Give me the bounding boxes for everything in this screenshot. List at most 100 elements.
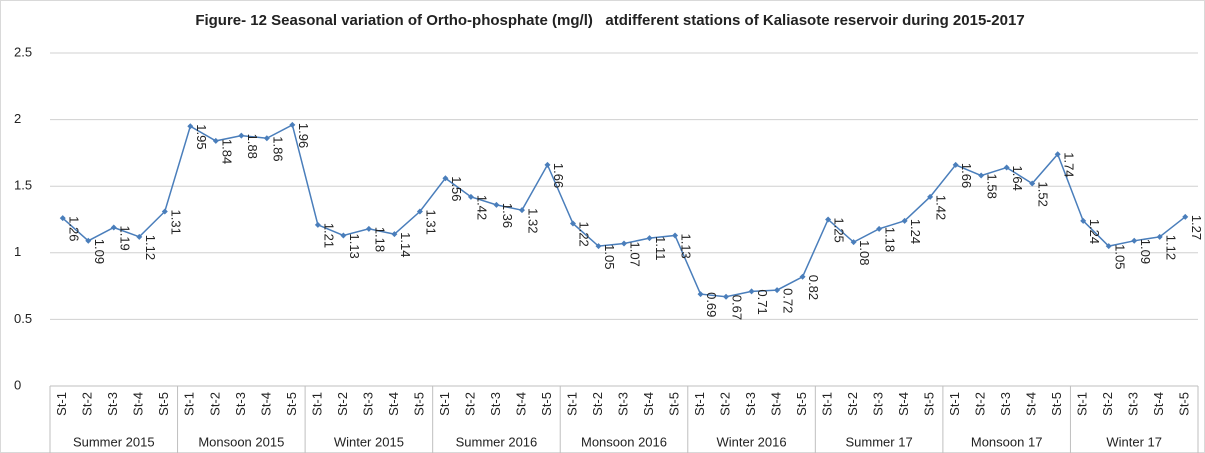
- marker: [1182, 213, 1189, 220]
- y-tick-label: 0: [14, 377, 21, 392]
- x-tick-label: St-2: [845, 392, 860, 416]
- marker: [136, 233, 143, 240]
- data-label: 1.18: [372, 227, 387, 252]
- data-label: 0.67: [730, 295, 745, 320]
- marker: [187, 123, 194, 130]
- data-label: 1.52: [1036, 182, 1051, 207]
- x-tick-label: St-5: [156, 392, 171, 416]
- group-label: Monsoon 2015: [198, 434, 284, 449]
- x-tick-label: St-3: [615, 392, 630, 416]
- x-tick-label: St-2: [80, 392, 95, 416]
- marker: [1105, 243, 1112, 250]
- x-tick-label: St-3: [998, 392, 1013, 416]
- y-tick-label: 2: [14, 111, 21, 126]
- x-tick-label: St-3: [360, 392, 375, 416]
- marker: [901, 217, 908, 224]
- data-label: 1.64: [1010, 166, 1025, 191]
- group-label: Winter 2016: [717, 434, 787, 449]
- data-label: 1.25: [832, 218, 847, 243]
- marker: [544, 161, 551, 168]
- marker: [212, 137, 219, 144]
- data-label: 1.09: [1138, 239, 1153, 264]
- data-label: 1.86: [270, 136, 285, 161]
- x-tick-label: St-5: [539, 392, 554, 416]
- group-label: Monsoon 17: [971, 434, 1043, 449]
- marker: [442, 175, 449, 182]
- x-tick-label: St-2: [335, 392, 350, 416]
- x-tick-label: St-2: [590, 392, 605, 416]
- x-tick-label: St-3: [743, 392, 758, 416]
- data-label: 1.42: [934, 195, 949, 220]
- marker: [416, 208, 423, 215]
- marker: [799, 273, 806, 280]
- x-tick-label: St-1: [564, 392, 579, 416]
- x-tick-label: St-4: [1151, 392, 1166, 416]
- data-label: 1.22: [577, 221, 592, 246]
- marker: [850, 239, 857, 246]
- marker: [569, 220, 576, 227]
- data-label: 1.88: [245, 134, 260, 159]
- x-tick-label: St-1: [1075, 392, 1090, 416]
- x-tick-label: St-2: [1100, 392, 1115, 416]
- data-label: 1.95: [194, 124, 209, 149]
- data-label: 1.12: [1163, 235, 1178, 260]
- x-tick-label: St-5: [922, 392, 937, 416]
- x-tick-label: St-3: [105, 392, 120, 416]
- x-tick-label: St-1: [54, 392, 69, 416]
- data-label: 1.21: [321, 223, 336, 248]
- data-label: 1.66: [551, 163, 566, 188]
- group-label: Winter 2015: [334, 434, 404, 449]
- x-tick-label: St-1: [947, 392, 962, 416]
- x-tick-label: St-1: [182, 392, 197, 416]
- marker: [1029, 180, 1036, 187]
- data-label: 1.74: [1061, 152, 1076, 177]
- marker: [518, 207, 525, 214]
- marker: [1054, 151, 1061, 158]
- marker: [748, 288, 755, 295]
- marker: [1131, 237, 1138, 244]
- data-label: 1.26: [66, 216, 81, 241]
- y-tick-label: 0.5: [14, 311, 32, 326]
- marker: [289, 121, 296, 128]
- data-label: 1.13: [347, 233, 362, 258]
- marker: [110, 224, 117, 231]
- data-label: 1.27: [1189, 215, 1204, 240]
- marker: [263, 135, 270, 142]
- marker: [1003, 164, 1010, 171]
- data-label: 1.32: [526, 208, 541, 233]
- x-tick-label: St-1: [309, 392, 324, 416]
- x-tick-label: St-5: [794, 392, 809, 416]
- x-tick-label: St-3: [488, 392, 503, 416]
- data-label: 1.05: [602, 244, 617, 269]
- x-tick-label: St-5: [1049, 392, 1064, 416]
- marker: [314, 221, 321, 228]
- marker: [493, 201, 500, 208]
- marker: [697, 291, 704, 298]
- data-label: 1.56: [449, 176, 464, 201]
- x-tick-label: St-5: [666, 392, 681, 416]
- data-label: 1.14: [398, 232, 413, 257]
- data-label: 1.24: [908, 219, 923, 244]
- y-tick-label: 1: [14, 244, 21, 259]
- x-tick-label: St-1: [820, 392, 835, 416]
- marker: [646, 235, 653, 242]
- group-label: Summer 17: [846, 434, 913, 449]
- x-tick-label: St-4: [1024, 392, 1039, 416]
- data-label: 1.09: [92, 239, 107, 264]
- marker: [391, 231, 398, 238]
- data-label: 1.66: [959, 163, 974, 188]
- x-tick-label: St-5: [1177, 392, 1192, 416]
- x-tick-label: St-5: [284, 392, 299, 416]
- x-tick-label: St-4: [896, 392, 911, 416]
- y-tick-label: 1.5: [14, 178, 32, 193]
- x-tick-label: St-4: [258, 392, 273, 416]
- marker: [672, 232, 679, 239]
- x-tick-label: St-4: [131, 392, 146, 416]
- group-label: Summer 2016: [456, 434, 538, 449]
- marker: [161, 208, 168, 215]
- x-tick-label: St-4: [386, 392, 401, 416]
- data-label: 0.82: [806, 275, 821, 300]
- marker: [595, 243, 602, 250]
- data-label: 1.96: [296, 123, 311, 148]
